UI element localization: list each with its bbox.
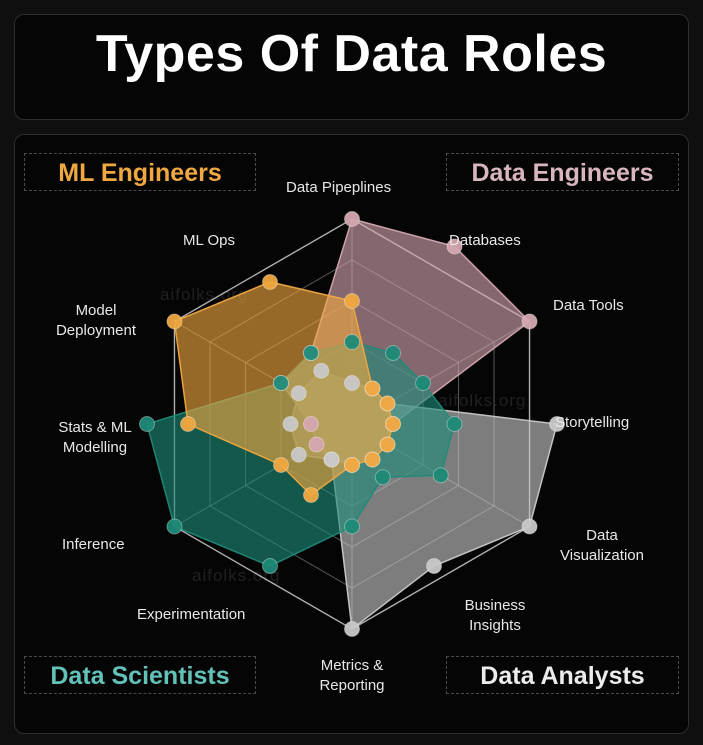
data-point-data-analysts bbox=[313, 362, 330, 379]
axis-label-data-visualization: Data Visualization bbox=[560, 527, 644, 564]
data-point-data-scientists bbox=[374, 469, 391, 486]
data-engineers-label: Data Engineers bbox=[446, 153, 679, 191]
axis-label-metrics-reporting: Metrics & Reporting bbox=[319, 657, 385, 694]
data-point-ml-engineers bbox=[379, 436, 396, 453]
data-point-data-engineers bbox=[521, 313, 538, 330]
data-point-ml-engineers bbox=[180, 416, 196, 432]
watermark: aifolks.org bbox=[160, 285, 249, 304]
data-point-data-engineers bbox=[344, 211, 360, 227]
data-point-data-analysts bbox=[549, 416, 565, 432]
data-point-data-scientists bbox=[344, 518, 360, 535]
watermark: aifolks.org bbox=[192, 566, 281, 585]
page-title: Types Of Data Roles bbox=[95, 25, 608, 83]
axis-label-stats-ml-modelling: Stats & ML Modelling bbox=[58, 419, 132, 456]
data-point-ml-engineers bbox=[166, 313, 183, 330]
data-point-data-scientists bbox=[272, 375, 289, 391]
data-point-data-scientists bbox=[303, 344, 319, 361]
data-point-ml-engineers bbox=[272, 457, 289, 473]
ml-engineers-label: ML Engineers bbox=[24, 153, 256, 191]
data-point-ml-engineers bbox=[385, 416, 401, 432]
data-point-ml-engineers bbox=[303, 487, 319, 504]
data-point-data-analysts bbox=[521, 518, 538, 535]
data-point-data-engineers bbox=[308, 436, 325, 453]
data-point-data-scientists bbox=[385, 344, 401, 361]
data-point-data-analysts bbox=[290, 385, 307, 402]
data-point-data-scientists bbox=[415, 375, 432, 391]
axis-label-inference: Inference bbox=[62, 536, 125, 553]
axis-label-data-tools: Data Tools bbox=[553, 297, 624, 314]
data-point-data-engineers bbox=[446, 238, 463, 255]
data-point-ml-engineers bbox=[379, 395, 396, 412]
data-point-data-analysts bbox=[344, 375, 360, 391]
data-point-data-analysts bbox=[290, 446, 307, 463]
data-point-data-analysts bbox=[323, 451, 340, 468]
axis-label-storytelling: Storytelling bbox=[555, 414, 630, 431]
axis-label-model-deployment: Model Deployment bbox=[55, 302, 137, 339]
data-point-data-scientists bbox=[166, 518, 183, 535]
data-point-data-scientists bbox=[262, 558, 278, 575]
data-point-data-scientists bbox=[446, 416, 463, 432]
data-point-data-engineers bbox=[303, 416, 319, 432]
data-point-ml-engineers bbox=[344, 457, 360, 473]
data-point-ml-engineers bbox=[262, 273, 278, 290]
axis-label-data-pipelines: Data Pipeplines bbox=[286, 179, 392, 196]
axis-label-experimentation: Experimentation bbox=[137, 606, 246, 623]
data-point-ml-engineers bbox=[344, 293, 360, 309]
data-analysts-label: Data Analysts bbox=[446, 656, 679, 694]
title-panel bbox=[14, 14, 689, 120]
data-point-ml-engineers bbox=[364, 451, 381, 468]
data-point-data-scientists bbox=[344, 334, 360, 350]
axis-label-business-insights: Business Insights bbox=[464, 597, 526, 634]
data-point-data-analysts bbox=[282, 416, 299, 432]
data-point-data-scientists bbox=[432, 467, 449, 484]
data-point-data-analysts bbox=[426, 558, 442, 575]
axis-label-databases: Databases bbox=[449, 232, 521, 249]
data-point-data-scientists bbox=[139, 416, 155, 432]
watermark: aifolks.org bbox=[438, 391, 527, 410]
data-scientists-label: Data Scientists bbox=[24, 656, 256, 694]
data-point-data-analysts bbox=[344, 621, 360, 637]
axis-label-ml-ops: ML Ops bbox=[183, 232, 235, 249]
data-point-ml-engineers bbox=[364, 380, 381, 397]
